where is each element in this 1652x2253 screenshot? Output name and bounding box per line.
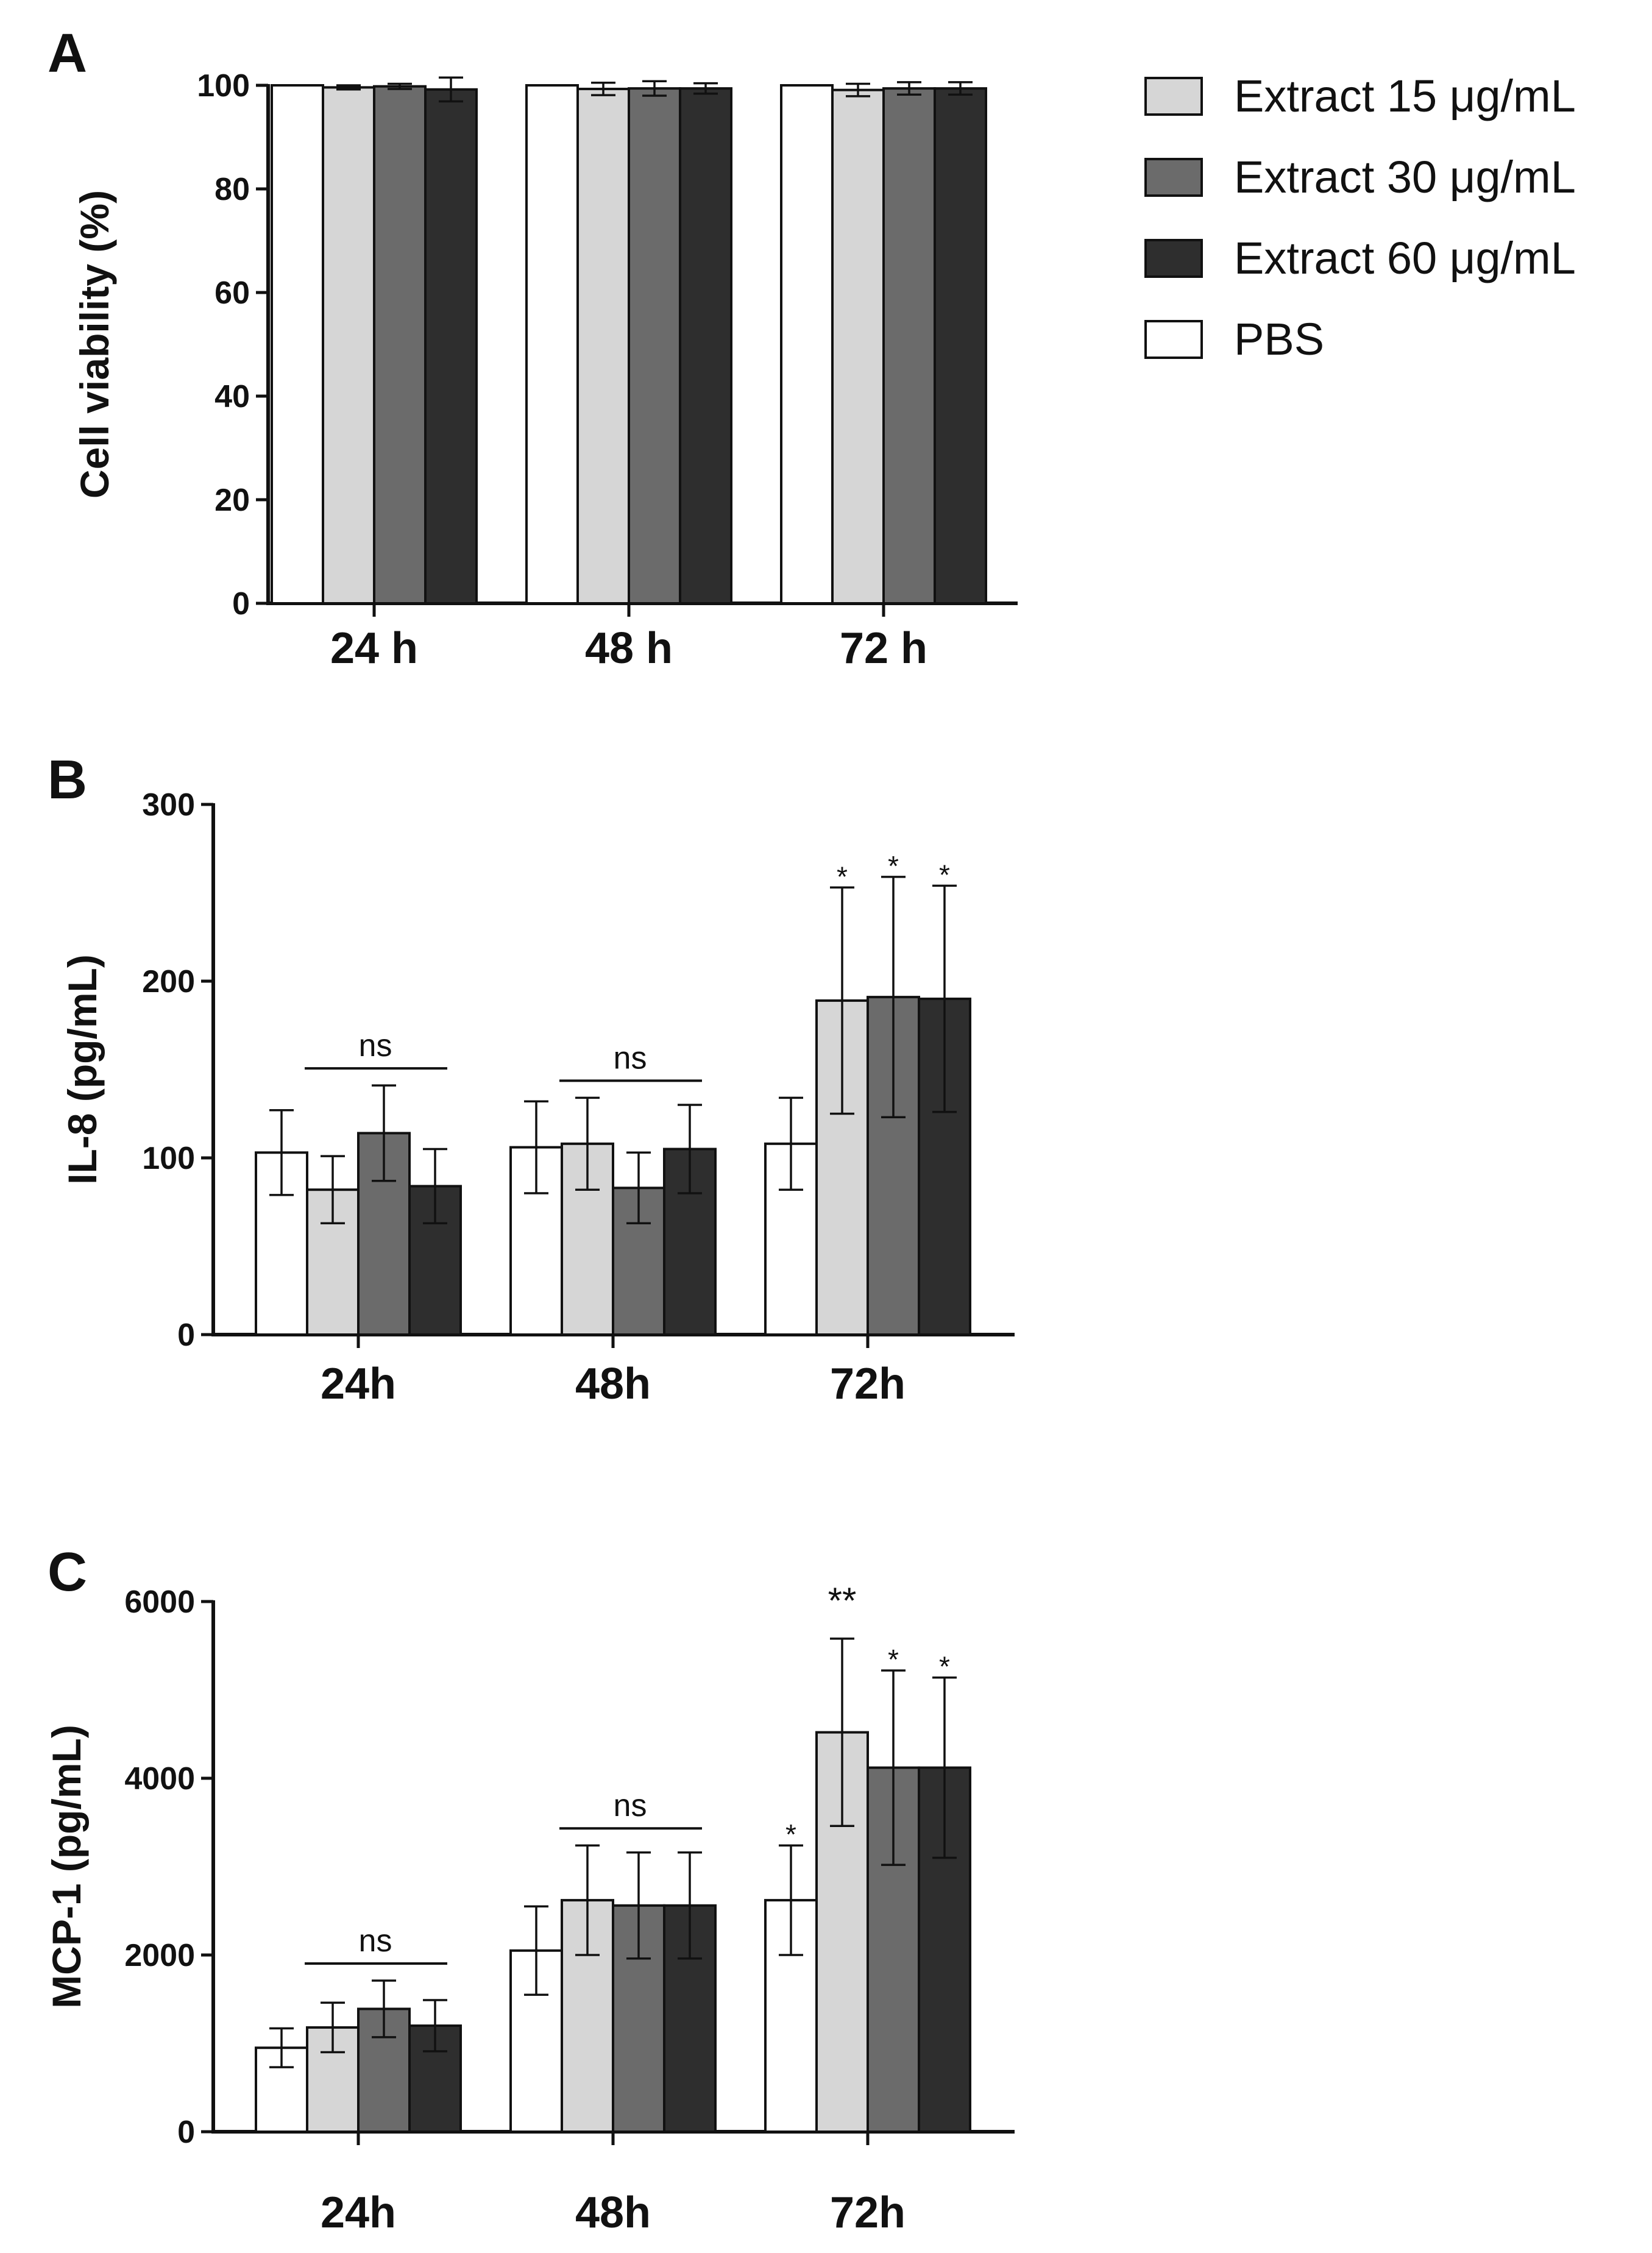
bar xyxy=(525,84,579,605)
ns-label: ns xyxy=(614,1788,647,1823)
x-category-label: 24h xyxy=(321,2188,396,2237)
y-axis-title: MCP-1 (pg/mL) xyxy=(44,1725,89,2009)
panel-b-chart: B IL-8 (pg/mL) 0 100 200 300 24h 48h 72h ns ns * * * xyxy=(48,750,1015,1408)
bar xyxy=(424,88,478,605)
legend-label: Extract 15 μg/mL xyxy=(1234,71,1576,121)
legend: Extract 15 μg/mL Extract 30 μg/mL Extract … xyxy=(1144,71,1576,364)
significance-star: * xyxy=(785,1818,796,1850)
y-tick-label: 80 xyxy=(214,172,250,207)
bar xyxy=(576,87,630,605)
bar xyxy=(831,88,885,605)
significance-star: * xyxy=(888,1644,899,1675)
x-category-label: 72 h xyxy=(840,624,927,673)
significance-star: ** xyxy=(828,1580,857,1621)
y-tick-label: 100 xyxy=(142,1141,195,1176)
bar xyxy=(882,87,936,605)
significance-star: * xyxy=(888,850,899,882)
bar xyxy=(934,87,987,605)
legend-label: Extract 60 μg/mL xyxy=(1234,233,1576,283)
legend-swatch xyxy=(1144,239,1203,278)
y-axis-title: Cell viability (%) xyxy=(72,190,117,498)
y-tick-label: 4000 xyxy=(124,1761,195,1797)
x-category-label: 24 h xyxy=(330,624,418,673)
x-category-label: 24h xyxy=(321,1360,396,1408)
y-tick-label: 0 xyxy=(177,1318,195,1353)
x-category-label: 48h xyxy=(575,2188,651,2237)
legend-swatch xyxy=(1144,158,1203,197)
panel-letter-c: C xyxy=(48,1542,87,1603)
legend-swatch xyxy=(1144,320,1203,359)
ns-label: ns xyxy=(359,1923,392,1959)
bar xyxy=(780,84,834,605)
significance-star: * xyxy=(939,859,950,890)
y-tick-label: 60 xyxy=(214,275,250,311)
panel-letter-b: B xyxy=(48,750,87,811)
y-tick-label: 6000 xyxy=(124,1584,195,1620)
x-category-label: 72h xyxy=(830,1360,906,1408)
y-tick-label: 300 xyxy=(142,787,195,823)
legend-label: Extract 30 μg/mL xyxy=(1234,152,1576,202)
panel-c-chart: C MCP-1 (pg/mL) 0 2000 4000 6000 24h 48h 72h ns ns… xyxy=(44,1542,1015,2237)
significance-star: * xyxy=(939,1651,950,1683)
legend-swatch xyxy=(1144,77,1203,116)
ns-label: ns xyxy=(359,1028,392,1063)
y-axis-title: IL-8 (pg/mL) xyxy=(60,954,105,1185)
significance-star: * xyxy=(837,860,848,892)
y-tick-label: 40 xyxy=(214,379,250,414)
bar xyxy=(271,84,324,605)
ns-label: ns xyxy=(614,1040,647,1076)
bar xyxy=(679,87,732,605)
y-tick-label: 0 xyxy=(232,586,250,622)
x-category-label: 48 h xyxy=(585,624,673,673)
y-tick-label: 100 xyxy=(197,68,250,104)
x-category-label: 72h xyxy=(830,2188,906,2237)
y-tick-label: 200 xyxy=(142,964,195,999)
y-tick-label: 20 xyxy=(214,483,250,518)
x-category-label: 48h xyxy=(575,1360,651,1408)
bar xyxy=(561,1899,614,2134)
legend-label: PBS xyxy=(1234,314,1324,364)
panel-a-chart: A Cell viability (%) 0 20 40 60 80 100 24 h 48 h 7… xyxy=(48,23,1018,673)
y-tick-label: 0 xyxy=(177,2115,195,2150)
bar xyxy=(322,86,375,605)
bar xyxy=(373,85,427,605)
bar xyxy=(628,87,681,605)
y-tick-label: 2000 xyxy=(124,1938,195,1973)
panel-letter-a: A xyxy=(48,23,87,84)
